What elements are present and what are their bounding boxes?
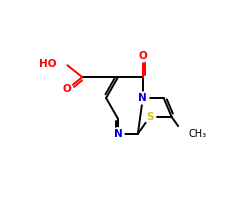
Circle shape: [62, 84, 73, 95]
Text: HO: HO: [39, 59, 56, 69]
Text: N: N: [114, 129, 122, 139]
Text: CH₃: CH₃: [189, 129, 207, 139]
Text: N: N: [138, 93, 147, 103]
Text: S: S: [146, 112, 154, 122]
Circle shape: [40, 57, 55, 72]
Circle shape: [112, 128, 124, 140]
Circle shape: [137, 51, 148, 62]
Circle shape: [176, 126, 192, 142]
Circle shape: [137, 92, 149, 104]
Text: O: O: [138, 51, 147, 61]
Text: O: O: [63, 84, 72, 94]
Circle shape: [144, 111, 156, 123]
